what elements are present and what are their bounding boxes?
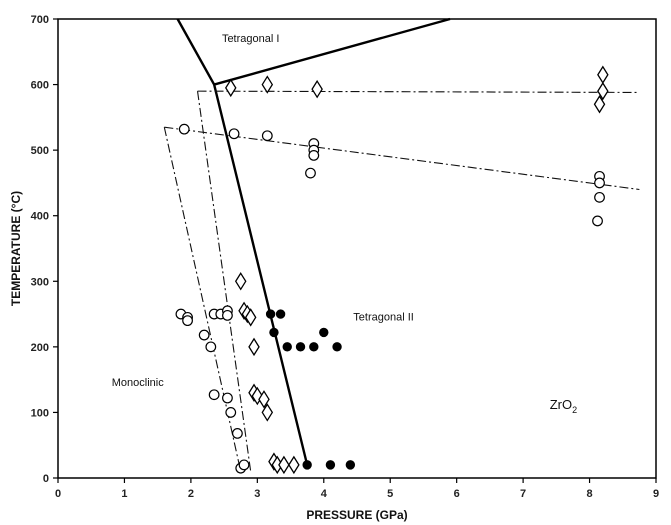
annotation-tetragonal-ii: Tetragonal II [353, 312, 414, 324]
open-circle-marker [228, 128, 240, 140]
open-circle-marker [305, 167, 316, 179]
annotation-tetragonal-i: Tetragonal I [222, 33, 279, 45]
y-axis-title: TEMPERATURE (°C) [9, 191, 23, 306]
open-diamond-marker [248, 337, 260, 357]
open-circle-marker [238, 459, 250, 471]
phase-boundary-line [213, 17, 451, 86]
y-tick-label: 700 [31, 14, 49, 26]
x-tick-label: 0 [55, 488, 61, 500]
open-diamond-marker [261, 403, 274, 422]
open-circle-marker [592, 215, 603, 227]
open-circle-marker [594, 177, 605, 189]
open-circle-marker [225, 407, 237, 418]
open-circle-marker [594, 191, 605, 203]
x-tick-label: 7 [520, 488, 526, 500]
open-circle-marker [182, 315, 193, 327]
x-tick-label: 8 [586, 488, 592, 500]
open-diamond-marker [278, 455, 290, 475]
open-circle-marker [231, 428, 243, 439]
filled-circle-marker [269, 327, 279, 338]
open-circle-marker [208, 389, 220, 401]
open-circle-marker [222, 309, 233, 321]
phase-boundary-line [176, 18, 309, 466]
plot-frame [57, 18, 657, 479]
x-tick-label: 5 [387, 488, 393, 500]
filled-circle-marker [325, 460, 336, 470]
y-tick-label: 500 [31, 145, 49, 157]
open-diamond-marker [597, 81, 609, 101]
compound-label: ZrO2 [550, 397, 577, 415]
region-labels: Tetragonal I Tetragonal II Monoclinic Zr… [112, 33, 577, 415]
open-diamond-marker [597, 65, 609, 84]
open-circle-marker [205, 341, 217, 353]
open-diamond-marker [258, 390, 270, 409]
x-axis-title: PRESSURE (GPa) [306, 508, 407, 522]
filled-circle-marker [295, 342, 306, 352]
dash-dot-line [163, 127, 242, 472]
x-tick-label: 2 [188, 488, 194, 500]
filled-circle-marker [345, 460, 356, 470]
filled-circle-marker [265, 309, 276, 319]
open-diamond-marker [224, 78, 237, 98]
open-diamond-marker [261, 75, 274, 94]
open-diamond-marker [311, 79, 323, 99]
y-tick-label: 300 [31, 276, 49, 288]
y-tick-label: 400 [31, 211, 49, 223]
y-tick-label: 600 [31, 80, 49, 92]
compound-subscript: 2 [572, 405, 577, 415]
x-tick-label: 4 [321, 488, 328, 500]
y-tick-label: 100 [31, 407, 49, 419]
filled-circle-marker [332, 342, 342, 352]
filled-circle-marker [275, 309, 286, 319]
dash-dot-line [196, 91, 252, 472]
open-circle-marker [308, 149, 320, 161]
open-diamond-marker [244, 308, 257, 327]
annotation-monoclinic: Monoclinic [112, 377, 164, 389]
compound-main: ZrO [550, 397, 572, 412]
open-circle-marker [178, 123, 190, 135]
filled-circle-marker [282, 342, 292, 352]
open-diamond-marker [234, 272, 247, 291]
filled-circle-marker [302, 460, 312, 470]
open-diamond-marker [288, 455, 300, 475]
open-circle-marker [222, 392, 233, 404]
open-circle-marker [261, 130, 273, 142]
x-tick-label: 6 [454, 488, 460, 500]
x-tick-label: 9 [653, 488, 659, 500]
y-tick-label: 200 [31, 342, 49, 354]
dash-dot-line [164, 126, 640, 191]
dash-dot-line [197, 90, 640, 93]
data-markers [175, 65, 609, 475]
y-tick-label: 0 [43, 473, 49, 485]
filled-circle-marker [309, 342, 319, 352]
filled-circle-marker [319, 327, 329, 338]
axis-ticks: 0 1 2 3 4 5 6 7 8 9 0 100 200 300 400 500 600 700 [31, 14, 659, 500]
x-tick-label: 3 [254, 488, 260, 500]
open-circle-marker [198, 329, 210, 341]
x-tick-label: 1 [121, 488, 127, 500]
open-diamond-marker [593, 95, 606, 114]
